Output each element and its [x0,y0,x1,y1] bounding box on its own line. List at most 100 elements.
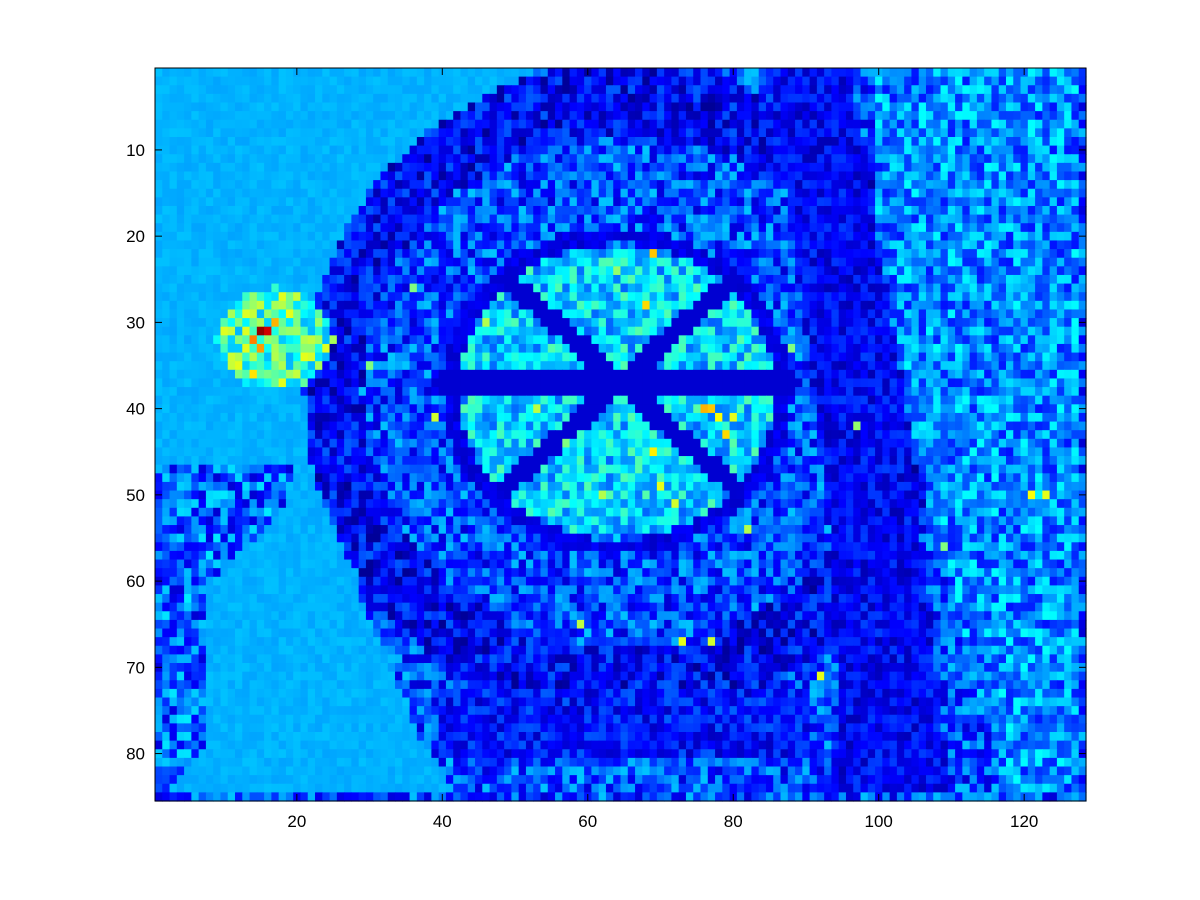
heatmap-cell [845,343,854,354]
heatmap-cell [242,119,251,129]
heatmap-cell [904,352,913,362]
heatmap-cell [802,361,811,371]
heatmap-cell [816,162,825,173]
heatmap-cell [649,111,658,121]
heatmap-cell [387,274,396,285]
heatmap-cell [184,292,192,302]
heatmap-cell [344,223,352,233]
heatmap-cell [773,102,782,112]
heatmap-cell [336,119,345,129]
heatmap-cell [1071,145,1080,155]
heatmap-cell [547,188,556,198]
heatmap-cell [489,223,498,233]
heatmap-cell [853,378,862,388]
heatmap-cell [336,283,345,293]
heatmap-cell [875,128,883,138]
heatmap-cell [344,154,352,164]
heatmap-cell [867,223,876,233]
heatmap-cell [838,171,847,181]
heatmap-cell [809,249,818,259]
heatmap-cell [984,85,993,95]
heatmap-cell [700,387,709,397]
heatmap-cell [1042,145,1051,155]
heatmap-cell [722,395,731,405]
heatmap-cell [525,119,534,129]
heatmap-cell [925,85,934,95]
heatmap-cell [685,180,694,190]
heatmap-cell [1071,266,1080,276]
heatmap-cell [976,395,985,405]
heatmap-cell [220,136,229,147]
heatmap-cell [293,283,302,293]
heatmap-cell [191,111,200,121]
heatmap-cell [380,283,389,293]
heatmap-cell [845,352,854,362]
heatmap-cell [220,171,229,181]
heatmap-cell [896,300,905,311]
heatmap-cell [533,85,542,95]
heatmap-cell [344,76,352,86]
heatmap-cell [336,197,345,207]
heatmap-cell [344,85,352,95]
heatmap-cell [322,249,331,259]
heatmap-cell [424,326,432,336]
heatmap-cell [271,343,280,354]
heatmap-cell [889,93,898,104]
heatmap-cell [1020,136,1029,147]
heatmap-cell [598,128,607,138]
heatmap-cell [482,369,491,380]
heatmap-cell [431,223,440,233]
heatmap-cell [649,76,658,86]
heatmap-cell [1078,266,1087,276]
heatmap-cell [1013,136,1022,147]
heatmap-cell [620,188,629,198]
heatmap-cell [511,249,520,259]
heatmap-cell [838,162,847,173]
heatmap-cell [765,223,774,233]
heatmap-cell [802,128,811,138]
heatmap-cell [293,231,302,242]
heatmap-cell [416,266,425,276]
heatmap-cell [642,197,651,207]
heatmap-cell [344,387,352,397]
heatmap-cell [1049,68,1058,78]
heatmap-cell [984,318,993,328]
heatmap-cell [875,136,883,147]
heatmap-cell [845,188,854,198]
heatmap-cell [1078,326,1087,336]
heatmap-cell [285,361,294,371]
heatmap-cell [809,102,818,112]
heatmap-cell [1005,318,1014,328]
heatmap-cell [220,266,229,276]
heatmap-cell [453,76,462,86]
heatmap-cell [969,128,978,138]
heatmap-cell [344,274,352,285]
heatmap-cell [264,68,272,78]
heatmap-cell [656,145,665,155]
heatmap-cell [896,231,905,242]
heatmap-cell [765,197,774,207]
heatmap-cell [380,128,389,138]
heatmap-cell [445,154,454,164]
heatmap-cell [249,68,258,78]
heatmap-cell [162,335,171,345]
heatmap-cell [1005,283,1014,293]
heatmap-cell [1078,85,1087,95]
heatmap-cell [467,119,476,129]
heatmap-cell [1005,205,1014,216]
heatmap-cell [605,76,614,86]
heatmap-cell [249,300,258,311]
heatmap-cell [744,378,753,388]
heatmap-cell [984,145,993,155]
heatmap-cell [831,231,840,242]
heatmap-cell [656,128,665,138]
heatmap-cell [976,343,985,354]
heatmap-cell [184,102,192,112]
heatmap-cell [198,145,207,155]
heatmap-cell [860,102,869,112]
heatmap-cell [940,292,949,302]
heatmap-cell [540,136,549,147]
heatmap-cell [824,111,833,121]
heatmap-cell [911,102,920,112]
heatmap-cell [336,85,345,95]
